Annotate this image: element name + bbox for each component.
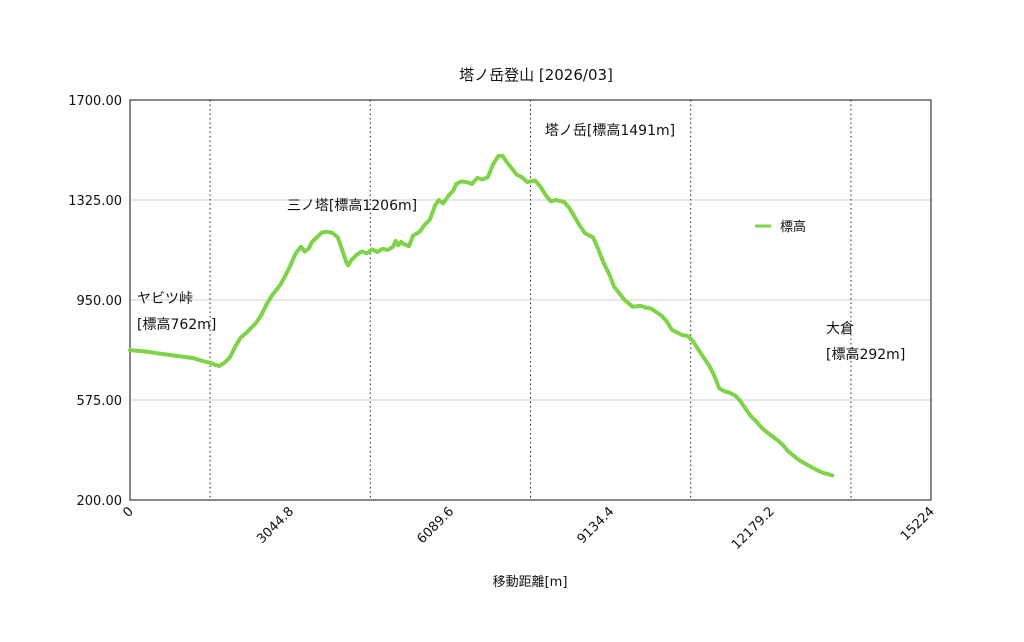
x-tick-label: 0 bbox=[120, 504, 136, 520]
x-tick-label: 9134.4 bbox=[575, 504, 618, 547]
plot-frame bbox=[129, 99, 932, 501]
x-tick-label: 3044.8 bbox=[254, 504, 297, 547]
x-axis: 0 3044.8 6089.6 9134.4 12179.2 15224 bbox=[120, 504, 937, 553]
y-axis: 200.00 575.00 950.00 1325.00 1700.00 bbox=[68, 94, 122, 509]
x-tick-label: 15224 bbox=[898, 504, 938, 544]
y-tick-label: 575.00 bbox=[77, 394, 123, 409]
annotation-label: 塔ノ岳[標高1491m] bbox=[545, 122, 675, 139]
annotation-label: [標高762m] bbox=[137, 316, 216, 333]
annotation-label: ヤビツ峠 bbox=[137, 291, 193, 307]
x-tick-label: 12179.2 bbox=[729, 504, 778, 553]
y-tick-label: 1700.00 bbox=[68, 94, 122, 109]
y-tick-label: 1325.00 bbox=[68, 194, 122, 209]
y-tick-label: 200.00 bbox=[77, 494, 123, 509]
annotation-label: 大倉 bbox=[826, 321, 854, 337]
annotation-label: 三ノ塔[標高1206m] bbox=[287, 197, 417, 214]
marker-lines bbox=[209, 100, 852, 500]
legend-label: 標高 bbox=[780, 219, 806, 235]
x-tick-label: 6089.6 bbox=[414, 504, 457, 547]
legend: 標高 bbox=[755, 219, 806, 235]
annotations: ヤビツ峠 [標高762m] 三ノ塔[標高1206m] 塔ノ岳[標高1491m] 大倉 [標… bbox=[137, 122, 905, 363]
series-line bbox=[128, 153, 835, 478]
annotation-label: [標高292m] bbox=[826, 346, 905, 363]
chart-title: 塔ノ岳登山 [2026/03] bbox=[459, 66, 613, 84]
y-tick-label: 950.00 bbox=[77, 294, 123, 309]
x-axis-label: 移動距離[m] bbox=[493, 575, 568, 590]
